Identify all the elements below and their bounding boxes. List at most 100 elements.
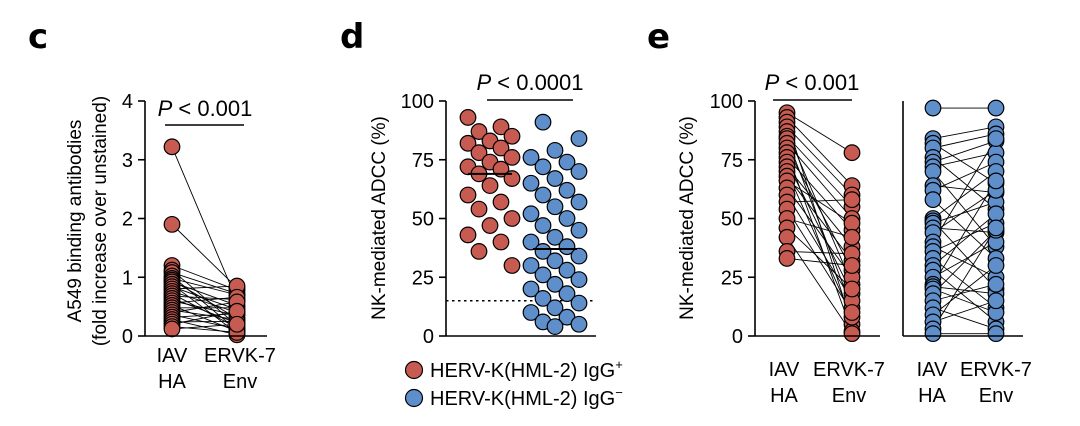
e-pair-line (932, 241, 997, 278)
d-point-igg-pos (459, 226, 477, 244)
e-pair-line (786, 199, 853, 203)
c-point-ervk7-env (228, 315, 246, 333)
e-pair-line (786, 126, 853, 196)
d-point-igg-neg (534, 113, 552, 131)
d-point-igg-neg (570, 294, 588, 312)
e-point-igg-pos-ervk7-env (843, 325, 861, 343)
e-point-igg-neg-iav-ha (924, 163, 942, 180)
e-pair-line (932, 220, 997, 290)
e-pvalue: P < 0.001 (765, 70, 860, 95)
e-point-igg-pos-ervk7-env (843, 214, 861, 232)
d-point-igg-neg (558, 238, 576, 256)
e-pair-line (932, 300, 997, 323)
e-point-igg-neg-ervk7-env (987, 275, 1005, 293)
e-pair-line (786, 250, 853, 255)
d-point-igg-neg (522, 174, 540, 192)
e-left-cat1-line2: HA (770, 385, 798, 407)
d-pvalue: P < 0.0001 (476, 70, 583, 95)
d-point-igg-pos (470, 123, 488, 140)
e-pair-line (786, 258, 853, 266)
e-pair-line (932, 283, 997, 302)
d-point-igg-neg (546, 170, 564, 187)
d-point-igg-neg (546, 198, 564, 216)
e-pair-line (932, 171, 997, 219)
e-right-cat2-line2: Env (979, 385, 1013, 407)
e-ylabel: NK-mediated ADCC (%) (677, 116, 698, 320)
d-point-igg-neg (534, 242, 552, 260)
d-point-igg-neg (546, 299, 564, 317)
d-point-igg-neg (570, 130, 588, 148)
panel-letter-e: e (647, 17, 670, 57)
d-point-igg-neg (522, 148, 540, 166)
d-point-igg-neg (546, 252, 564, 270)
c-pair-line (171, 313, 238, 318)
c-pair-line (171, 323, 238, 330)
e-pair-line (786, 187, 853, 278)
c-cat2-line1: ERVK-7 (204, 345, 276, 367)
c-ytick-label: 0 (122, 326, 133, 348)
e-pair-line (786, 138, 853, 308)
e-pair-line (932, 171, 997, 247)
e-pair-line (786, 166, 853, 247)
c-pair-line (171, 224, 238, 289)
e-pair-line (786, 194, 853, 301)
e-point-igg-neg-ervk7-env (987, 130, 1005, 148)
panel-c: c A549 binding antibodies (fold increase… (28, 17, 276, 393)
e-pair-line (932, 213, 997, 266)
e-pair-line (932, 138, 997, 243)
d-point-igg-pos (470, 144, 488, 162)
e-pair-line (932, 222, 997, 252)
panel-e: e NK-mediated ADCC (%) 0 25 50 75 100 P < 0.… (647, 17, 1032, 407)
e-point-igg-pos-iav-ha (778, 228, 796, 246)
e-pair-line (932, 161, 997, 191)
e-point-igg-pos-ervk7-env (843, 191, 861, 209)
e-pair-line (786, 180, 853, 224)
e-pair-line (786, 135, 853, 208)
e-pair-line (932, 227, 997, 234)
panel-d: d NK-mediated ADCC (%) 0 25 50 75 100 P < 0.… (340, 17, 623, 410)
e-pair-line (932, 199, 997, 259)
d-point-igg-neg (546, 228, 564, 246)
c-cat1-line1: IAV (157, 345, 188, 367)
e-ytick-label: 100 (710, 91, 743, 113)
c-point-iav-ha (163, 138, 181, 156)
e-point-igg-neg-ervk7-env (987, 292, 1005, 310)
d-point-igg-neg (570, 163, 588, 180)
e-pair-line (932, 269, 997, 323)
e-pair-line (786, 147, 853, 271)
d-ytick-label: 25 (412, 267, 434, 289)
e-left-cat1-line1: IAV (769, 359, 800, 381)
e-point-igg-neg-ervk7-env (987, 219, 1005, 237)
d-point-igg-neg (558, 153, 576, 171)
d-point-igg-neg (570, 247, 588, 265)
e-point-igg-neg-ervk7-env (987, 257, 1005, 274)
e-pair-line (786, 152, 853, 332)
d-point-igg-pos (492, 193, 510, 211)
e-pair-line (932, 288, 997, 313)
c-cat2-line2: Env (223, 371, 257, 393)
c-pair-line (171, 285, 238, 290)
e-pair-line (932, 133, 997, 149)
legend-label-igg-neg: HERV-K(HML-2) IgG− (430, 385, 623, 410)
c-pair-line (171, 279, 238, 319)
e-pair-line (786, 117, 853, 186)
d-point-igg-neg (558, 181, 576, 199)
e-pair-line (786, 237, 853, 334)
e-pair-line (932, 140, 997, 163)
d-point-igg-neg (558, 285, 576, 303)
d-ytick-label: 50 (412, 209, 434, 231)
e-point-igg-neg-ervk7-env (987, 325, 1005, 343)
legend-marker-igg-pos (404, 360, 424, 380)
c-pair-line (171, 281, 238, 306)
d-point-igg-pos (481, 177, 499, 195)
e-ytick-label: 50 (721, 209, 743, 231)
d-point-igg-neg (522, 280, 540, 298)
c-pair-line (171, 296, 238, 304)
d-point-igg-neg (570, 315, 588, 333)
d-point-igg-pos (470, 242, 488, 260)
e-right-cat1-line2: HA (918, 385, 946, 407)
e-pair-line (932, 201, 997, 224)
d-point-igg-neg (558, 261, 576, 279)
d-point-igg-neg (522, 257, 540, 274)
